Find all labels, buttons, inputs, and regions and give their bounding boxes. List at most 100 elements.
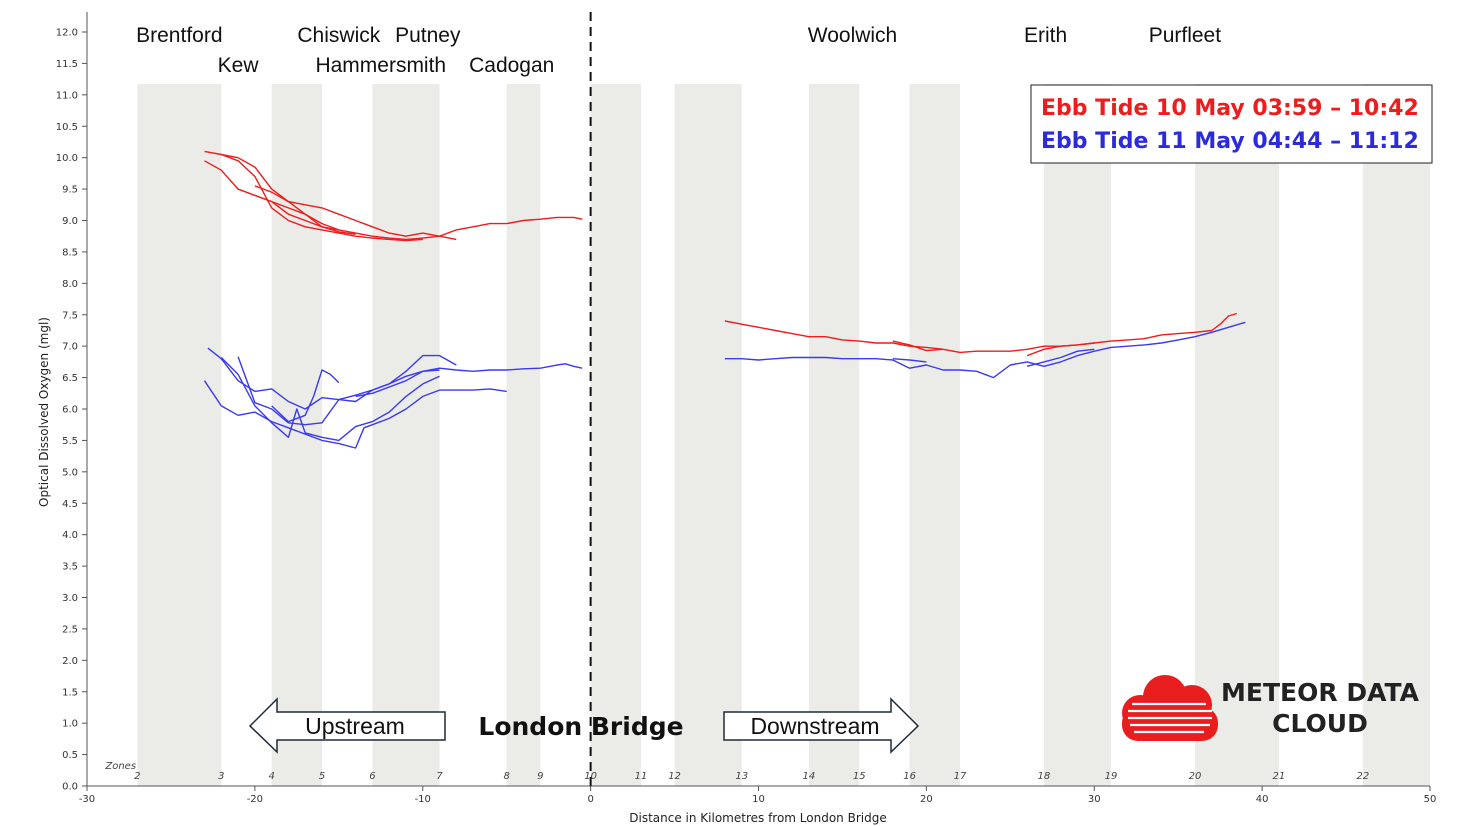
series-line: [1026, 348, 1095, 367]
zone-label: 4: [268, 771, 274, 782]
y-tick-label: 11.5: [56, 59, 78, 70]
y-tick-label: 6.5: [62, 373, 78, 384]
series-line: [1026, 342, 1095, 357]
place-labels: Brentford Kew Chiswick Hammersmith Putney Cad…: [136, 24, 1221, 77]
legend: Ebb Tide 10 May 03:59 – 10:42 Ebb Tide 1…: [1030, 84, 1433, 164]
y-tick-label: 5.0: [62, 467, 78, 478]
zone-label: 10: [584, 771, 597, 782]
y-tick-label: 1.5: [62, 687, 78, 698]
downstream-arrow-shape: [723, 697, 920, 754]
zone-band: [506, 84, 541, 786]
zone-label: 11: [635, 771, 648, 782]
series-line: [254, 185, 583, 237]
zone-label: 6: [369, 771, 375, 782]
zone-label: 19: [1105, 771, 1118, 782]
zone-band: [1362, 84, 1430, 786]
london-bridge-label: London Bridge: [478, 712, 683, 741]
legend-entry-11-may: Ebb Tide 11 May 04:44 – 11:12: [1041, 129, 1419, 154]
logo-line-1: METEOR DATA: [1221, 678, 1420, 707]
place-label: Woolwich: [808, 24, 897, 47]
axes: 0.0 0.5 1.0 1.5 2.0 2.5 3.0 3.5 4.0 4.5 5.0 5.5 6.0 6…: [56, 12, 1437, 805]
y-tick-label: 8.0: [62, 279, 78, 290]
y-tick-label: 4.5: [62, 499, 78, 510]
series-line: [724, 321, 1246, 379]
x-tick-label: -10: [415, 794, 431, 805]
series-line: [892, 358, 927, 363]
zone-label: 12: [668, 771, 681, 782]
upstream-arrow-shape: [248, 697, 446, 754]
x-tick-label: -20: [247, 794, 263, 805]
y-tick-label: 9.5: [62, 185, 78, 196]
legend-box: [1030, 84, 1433, 164]
series-line: [207, 347, 457, 410]
place-label: Chiswick: [297, 24, 380, 47]
series-lines: [203, 150, 1246, 449]
series-line: [892, 340, 944, 352]
y-tick-label: 8.5: [62, 247, 78, 258]
x-tick-label: 30: [1088, 794, 1101, 805]
y-tick-label: 0.5: [62, 750, 78, 761]
y-tick-label: 11.0: [56, 90, 78, 101]
y-tick-label: 7.0: [62, 342, 78, 353]
zone-band: [372, 84, 440, 786]
logo-line-2: CLOUD: [1272, 709, 1368, 738]
zone-band: [1194, 84, 1279, 786]
y-tick-label: 6.0: [62, 405, 78, 416]
zone-label: 15: [853, 771, 866, 782]
series-line: [237, 188, 457, 241]
zone-band: [909, 84, 960, 786]
zone-band: [590, 84, 641, 786]
x-tick-label: 0: [587, 794, 593, 805]
zone-label: 14: [802, 771, 815, 782]
series-line: [355, 363, 583, 398]
y-tick-label: 9.0: [62, 216, 78, 227]
y-axis-title: Optical Dissolved Oxygen (mgl): [37, 317, 51, 507]
zone-label: 13: [735, 771, 748, 782]
zone-label: 18: [1038, 771, 1051, 782]
y-tick-label: 4.0: [62, 530, 78, 541]
x-tick-label: 10: [752, 794, 765, 805]
zone-label: 20: [1189, 771, 1202, 782]
x-axis-title: Distance in Kilometres from London Bridg…: [629, 811, 886, 825]
y-tick-label: 2.5: [62, 624, 78, 635]
y-tick-label: 0.0: [62, 782, 78, 793]
series-line: [271, 369, 340, 423]
upstream-arrow: Upstream: [248, 697, 446, 754]
series-line: [220, 357, 440, 442]
y-tick-label: 12.0: [56, 28, 78, 39]
series-line: [724, 312, 1238, 354]
place-label: Hammersmith: [315, 54, 446, 77]
cloud-icon: [1122, 675, 1218, 741]
zone-label: 7: [436, 771, 443, 782]
zone-label: 5: [319, 771, 325, 782]
zone-band: [1043, 84, 1112, 786]
zones-title: Zones: [104, 761, 136, 772]
y-tick-label: 7.5: [62, 310, 78, 321]
zone-label: 17: [954, 771, 967, 782]
zone-band: [674, 84, 742, 786]
place-label: Brentford: [136, 24, 222, 47]
place-label: Kew: [218, 54, 260, 77]
downstream-label: Downstream: [750, 713, 879, 739]
place-label: Cadogan: [469, 54, 554, 77]
x-tick-label: 20: [920, 794, 933, 805]
place-label: Erith: [1024, 24, 1067, 47]
x-tick-label: -30: [79, 794, 95, 805]
y-tick-label: 10.0: [56, 153, 78, 164]
zone-label: 2: [134, 771, 140, 782]
zone-label: 22: [1356, 771, 1369, 782]
zone-bands: [137, 84, 1430, 786]
zone-label: 8: [504, 771, 510, 782]
zone-label: 16: [903, 771, 916, 782]
series-line: [204, 150, 423, 242]
y-tick-label: 1.0: [62, 719, 78, 730]
place-label: Purfleet: [1149, 24, 1222, 47]
x-tick-label: 50: [1424, 794, 1437, 805]
series-line: [237, 356, 440, 426]
zone-band: [137, 84, 222, 786]
downstream-arrow: Downstream: [723, 697, 920, 754]
legend-entry-10-may: Ebb Tide 10 May 03:59 – 10:42: [1041, 96, 1419, 121]
upstream-label: Upstream: [305, 713, 405, 739]
zone-band: [808, 84, 860, 786]
